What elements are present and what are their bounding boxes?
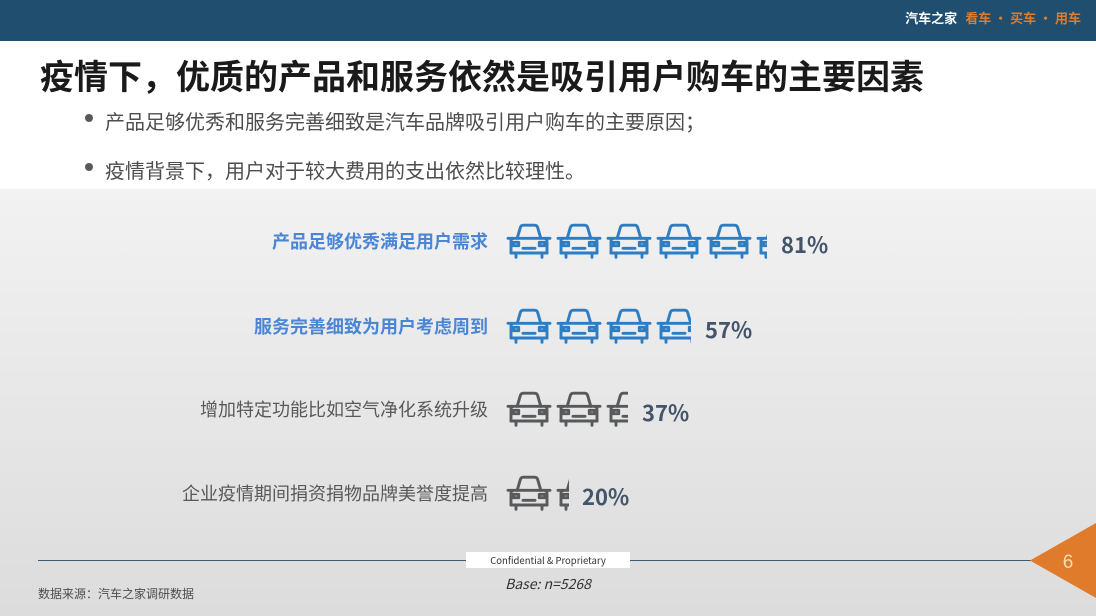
svg-text:6: 6 <box>1063 552 1074 573</box>
